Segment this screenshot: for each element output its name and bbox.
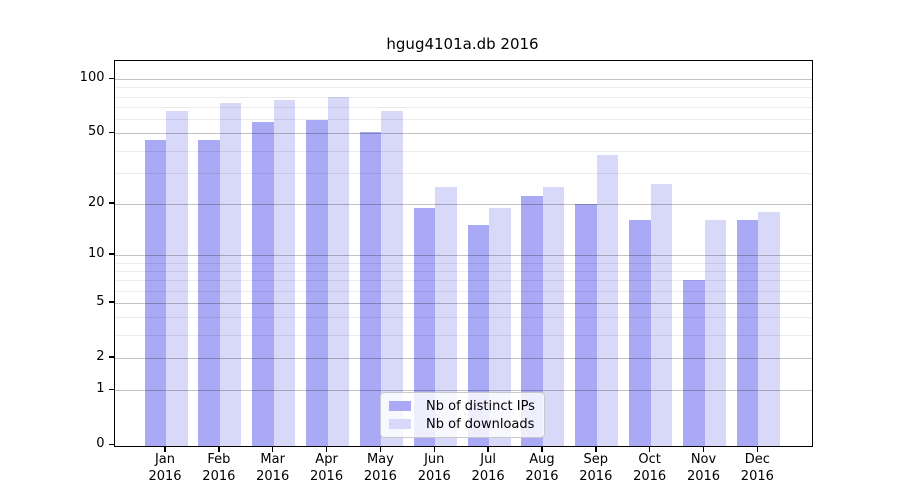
x-tick [271,446,274,452]
y-tick-label: 10 [87,245,105,261]
gridline-minor [115,107,812,109]
gridline-minor [115,150,812,152]
x-tick-label: Oct 2016 [633,452,667,484]
gridline-major [115,390,812,392]
bar-distinct-ips [359,131,382,446]
x-tick [648,446,651,452]
y-tick-label: 20 [87,194,105,210]
legend-label-distinct-ips: Nb of distinct IPs [426,398,535,414]
x-tick-label: Jan 2016 [148,452,182,484]
bar-downloads [489,207,511,446]
legend: Nb of distinct IPs Nb of downloads [380,392,545,438]
x-tick [595,446,597,452]
x-tick [433,446,435,452]
y-tick [108,202,114,204]
x-tick-label: Nov 2016 [686,452,721,484]
y-tick-label: 100 [79,70,105,86]
x-tick [325,446,328,452]
bar-downloads [327,96,350,446]
gridline-minor [115,96,812,98]
x-tick [218,446,220,452]
x-tick [379,446,382,452]
y-tick-label: 0 [96,436,105,451]
legend-entry-downloads: Nb of downloads [387,417,538,432]
x-tick [164,446,166,452]
y-tick [108,388,114,391]
bar-downloads [166,110,188,446]
y-tick [108,131,114,134]
bar-distinct-ips [736,220,759,446]
gridline-minor [115,87,812,89]
bar-downloads [273,99,296,446]
x-tick-label: May 2016 [363,452,397,484]
x-tick [541,446,543,452]
bar-distinct-ips [252,121,274,446]
y-tick-label: 1 [96,381,105,397]
gridline-minor [115,335,812,337]
distinct-ips-swatch-icon [389,401,411,411]
gridline-minor [115,262,812,264]
y-tick [108,356,114,358]
gridline-minor [115,119,812,121]
gridline-major [115,254,812,256]
y-tick [108,443,114,445]
bar-downloads [219,102,242,446]
bar-distinct-ips [144,139,166,446]
gridline-major [115,357,812,359]
plot-area [114,60,813,447]
x-tick-label: Jun 2016 [417,452,451,484]
y-tick-label: 50 [87,124,105,140]
bar-downloads [542,186,565,446]
bar-downloads [650,183,673,446]
bar-distinct-ips [575,203,597,446]
gridline-major [115,79,812,81]
x-tick [487,446,489,452]
gridline-minor [115,172,812,174]
bar-downloads [758,211,780,446]
bar-distinct-ips [629,220,651,446]
x-tick-label: Apr 2016 [310,452,344,484]
bar-downloads [704,220,726,446]
bar-distinct-ips [683,280,705,446]
gridline-minor [115,317,812,319]
bar-distinct-ips [198,139,220,446]
gridline-major [115,133,812,135]
bar-distinct-ips [306,120,328,446]
y-tick [108,253,114,255]
y-tick [108,77,114,80]
x-tick [756,446,759,452]
legend-entry-distinct-ips: Nb of distinct IPs [387,399,538,414]
x-tick-label: Jul 2016 [471,452,505,484]
gridline-minor [115,290,812,292]
x-tick-label: Mar 2016 [256,452,290,484]
bar-downloads [435,186,457,446]
gridline-minor [115,280,812,282]
bar-distinct-ips [467,225,490,446]
bar-distinct-ips [521,196,543,446]
gridline-major [115,302,812,304]
bar-downloads [596,154,619,446]
y-tick-label: 2 [96,348,105,364]
legend-label-downloads: Nb of downloads [426,416,535,432]
x-tick [702,446,705,452]
x-tick-label: Feb 2016 [202,452,236,484]
x-tick-label: Sep 2016 [579,452,613,484]
x-tick-label: Aug 2016 [525,452,559,484]
chart-title: hgug4101a.db 2016 [386,35,539,53]
y-tick-label: 5 [96,293,105,309]
x-tick-label: Dec 2016 [740,452,774,484]
bar-downloads [381,110,403,446]
y-tick [108,301,114,303]
downloads-swatch-icon [389,419,411,429]
gridline-major [115,203,812,205]
bar-distinct-ips [413,207,436,446]
gridline-minor [115,270,812,272]
